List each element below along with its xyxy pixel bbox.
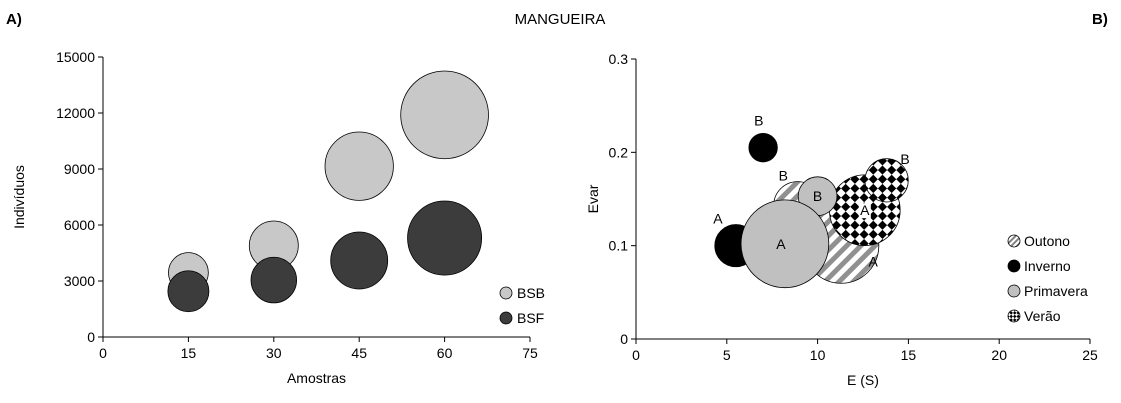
point-label: B: [900, 151, 909, 167]
point-label: A: [869, 253, 879, 269]
bubble-bsf: [250, 256, 297, 304]
bubble-bsb: [400, 70, 489, 160]
x-tick-label: 75: [522, 345, 538, 361]
bubble-bsf: [330, 231, 389, 290]
chart-a: 0 15 30 45 60 75 0 3000 6000 9000 12000 15000 Amostr…: [11, 49, 545, 386]
point-label: A: [776, 236, 786, 252]
point-label: A: [713, 211, 723, 227]
y-axis-label: Indivíduos: [11, 165, 27, 229]
bubble-primavera: [740, 199, 830, 289]
chart-b: 0 5 10 15 20 25 0 0.1 0.2 0.3 E (S) Evar A A B B B A B A Out…: [585, 51, 1098, 388]
point-label: B: [813, 188, 822, 204]
x-tick-label: 60: [437, 345, 453, 361]
point-label-background: [811, 189, 824, 205]
x-tick-label: 30: [266, 345, 282, 361]
x-tick-label: 5: [723, 347, 731, 363]
x-tick-label: 15: [181, 345, 197, 361]
y-tick-label: 0.2: [609, 144, 629, 160]
legend-label-outono: Outono: [1024, 233, 1070, 249]
y-tick-label: 0: [620, 331, 628, 347]
y-tick-label: 0: [87, 329, 95, 345]
legend-marker-bsf: [499, 311, 513, 325]
legend-label-bsb: BSB: [517, 285, 545, 301]
y-tick-label: 9000: [64, 161, 95, 177]
x-tick-label: 10: [810, 347, 826, 363]
legend-marker-bsb: [499, 286, 513, 300]
x-axis-label: E (S): [847, 372, 879, 388]
y-tick-label: 15000: [56, 49, 95, 65]
x-tick-label: 0: [632, 347, 640, 363]
y-tick-label: 12000: [56, 105, 95, 121]
legend-label-bsf: BSF: [517, 310, 544, 326]
x-tick-label: 45: [351, 345, 367, 361]
point-label: B: [754, 113, 763, 129]
panel-b-label: B): [1092, 11, 1108, 28]
x-tick-label: 25: [1082, 347, 1098, 363]
x-tick-label: 0: [99, 345, 107, 361]
legend-marker-outono: [1007, 234, 1021, 248]
figure-title: MANGUEIRA: [515, 11, 606, 28]
point-label-background: [858, 203, 871, 219]
legend-marker-primavera: [1007, 284, 1021, 298]
y-tick-label: 6000: [64, 217, 95, 233]
point-label: A: [860, 202, 870, 218]
y-tick-label: 3000: [64, 273, 95, 289]
panel-a-label: A): [6, 11, 22, 28]
bubble-inverno: [748, 133, 778, 163]
y-axis-label: Evar: [585, 184, 601, 213]
y-tick-label: 0.1: [609, 238, 629, 254]
bubble-verão: [864, 158, 909, 203]
legend-label-verão: Verão: [1024, 308, 1061, 324]
bubble-bsf: [167, 270, 210, 313]
bubble-bsf: [407, 200, 483, 276]
y-tick-label: 0.3: [609, 51, 629, 67]
legend-label-inverno: Inverno: [1024, 258, 1071, 274]
legend-label-primavera: Primavera: [1024, 283, 1088, 299]
x-tick-label: 15: [901, 347, 917, 363]
point-label: B: [779, 167, 788, 183]
x-axis-label: Amostras: [287, 370, 346, 386]
legend-marker-verão: [1007, 309, 1021, 323]
bubble-bsb: [324, 131, 394, 201]
x-tick-label: 20: [991, 347, 1007, 363]
legend-marker-inverno: [1007, 259, 1021, 273]
